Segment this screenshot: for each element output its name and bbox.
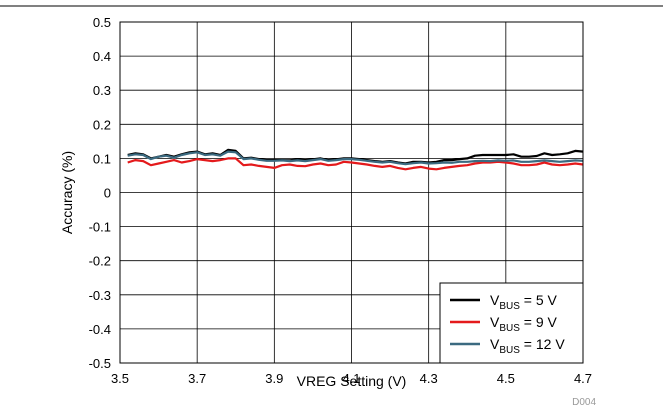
x-tick-labels: 3.5 3.7 3.9 4.1 4.3 4.5 4.7	[111, 371, 592, 386]
y-tick-label: -0.1	[89, 220, 111, 235]
legend-label: VBUS = 12 V	[490, 336, 565, 356]
legend-label: VBUS = 9 V	[490, 314, 558, 334]
y-tick-label: 0.5	[93, 15, 111, 30]
x-tick-label: 3.5	[111, 371, 129, 386]
y-axis-label: Accuracy (%)	[59, 151, 75, 234]
legend-label: VBUS = 5 V	[490, 292, 558, 312]
y-tick-label: -0.2	[89, 254, 111, 269]
plot-frame	[119, 21, 584, 364]
y-tick-label: -0.5	[89, 356, 111, 371]
x-tick-label: 4.3	[420, 371, 438, 386]
figure-id-label: D004	[572, 397, 596, 408]
x-tick-label: 4.7	[574, 371, 592, 386]
y-tick-label: 0.3	[93, 83, 111, 98]
x-tick-label: 4.5	[497, 371, 515, 386]
y-tick-label: 0.4	[93, 49, 111, 64]
series-line-2	[127, 157, 584, 171]
x-axis-label: VREG Setting (V)	[297, 373, 407, 389]
y-tick-label: 0.1	[93, 151, 111, 166]
y-tick-labels: 0.5 0.4 0.3 0.2 0.1 0 -0.1 -0.2 -0.3 -0.4 -0.5	[89, 15, 111, 371]
series-lines	[127, 148, 584, 171]
y-tick-label: 0.2	[93, 117, 111, 132]
x-tick-label: 3.9	[265, 371, 283, 386]
x-tick-label: 3.7	[188, 371, 206, 386]
x-tick-label: 4.1	[342, 371, 360, 386]
y-tick-label: 0	[104, 186, 111, 201]
y-tick-label: -0.3	[89, 288, 111, 303]
series-line-3	[127, 150, 584, 166]
y-tick-label: -0.4	[89, 322, 111, 337]
